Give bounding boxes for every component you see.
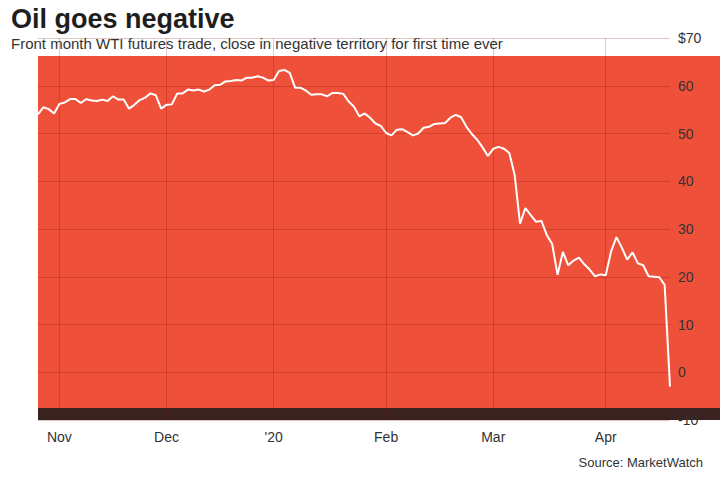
svg-text:50: 50 [678,126,694,142]
svg-text:Source: MarketWatch: Source: MarketWatch [578,455,703,470]
svg-text:0: 0 [678,364,686,380]
svg-text:Dec: Dec [154,429,179,445]
svg-text:10: 10 [678,317,694,333]
svg-text:'20: '20 [265,429,283,445]
svg-text:Apr: Apr [595,429,617,445]
svg-text:60: 60 [678,78,694,94]
svg-text:Front month WTI futures trade,: Front month WTI futures trade, close in … [11,35,503,52]
svg-text:40: 40 [678,173,694,189]
svg-text:Nov: Nov [47,429,72,445]
svg-text:-10: -10 [678,412,698,428]
svg-text:20: 20 [678,269,694,285]
svg-text:30: 30 [678,221,694,237]
svg-text:Mar: Mar [481,429,505,445]
svg-text:Feb: Feb [374,429,398,445]
svg-text:Oil goes negative: Oil goes negative [11,4,235,34]
svg-text:$70: $70 [678,30,702,46]
